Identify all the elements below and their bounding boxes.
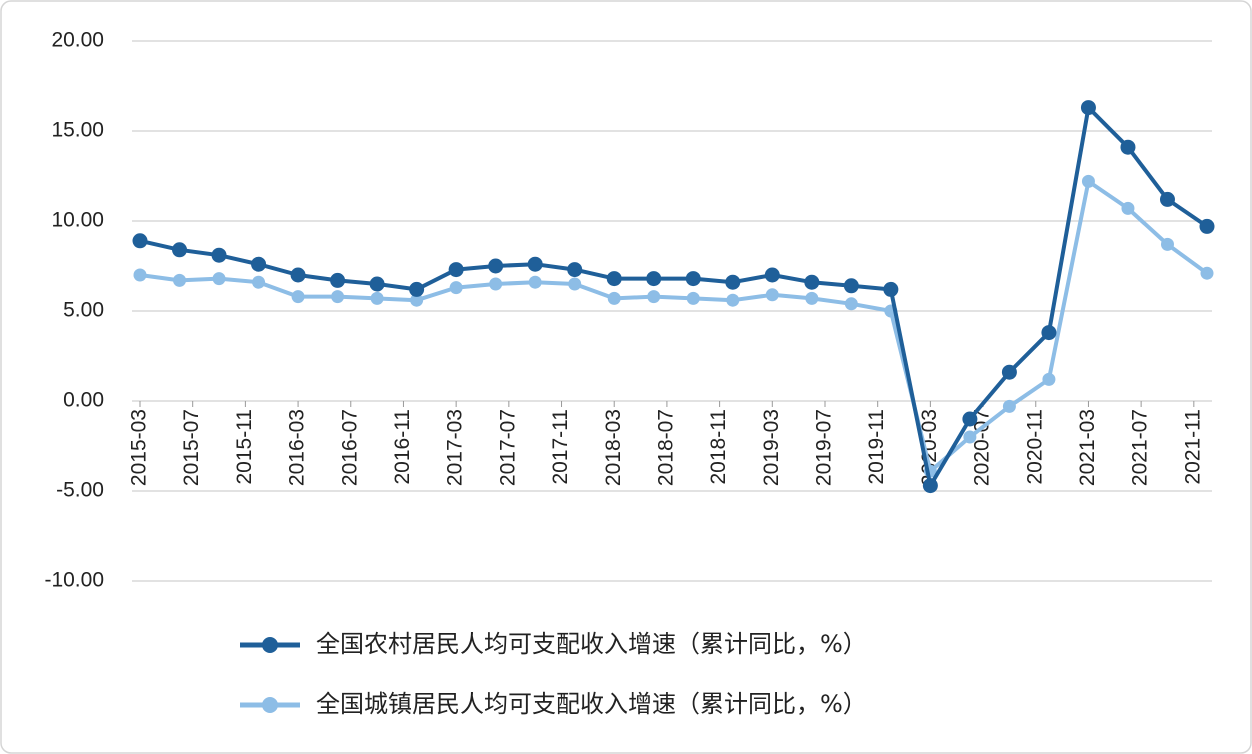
legend-marker bbox=[262, 637, 278, 653]
x-tick-label: 2017-07 bbox=[496, 409, 519, 486]
x-tick-label: 2019-03 bbox=[760, 409, 783, 486]
series-point bbox=[409, 281, 425, 297]
series-point bbox=[331, 290, 345, 304]
y-tick-label: 10.00 bbox=[51, 209, 104, 232]
series-point bbox=[805, 291, 819, 305]
x-tick-label: 2015-07 bbox=[180, 409, 203, 486]
series-point bbox=[726, 293, 740, 307]
series-point bbox=[489, 277, 503, 291]
series-point bbox=[685, 271, 701, 287]
series-point bbox=[488, 258, 504, 274]
series-point bbox=[1041, 325, 1057, 341]
series-point bbox=[647, 290, 661, 304]
series-point bbox=[1001, 364, 1017, 380]
y-tick-label: 0.00 bbox=[63, 389, 104, 412]
series-point bbox=[606, 271, 622, 287]
series-point bbox=[133, 268, 147, 282]
x-tick-label: 2016-11 bbox=[391, 409, 414, 485]
series-point bbox=[883, 281, 899, 297]
series-line bbox=[139, 105, 1209, 488]
series-point bbox=[922, 478, 938, 494]
series-point bbox=[410, 293, 424, 307]
x-tick-label: 2019-11 bbox=[865, 409, 888, 485]
x-tick-label: 2015-03 bbox=[128, 409, 151, 486]
series-point bbox=[330, 272, 346, 288]
series-point bbox=[607, 291, 621, 305]
series-point bbox=[1080, 100, 1096, 116]
series-line bbox=[139, 179, 1209, 474]
series-point bbox=[765, 288, 779, 302]
x-tick-label: 2016-07 bbox=[338, 409, 361, 486]
y-tick-label: -5.00 bbox=[56, 479, 104, 502]
legend-marker bbox=[262, 697, 278, 713]
series-point bbox=[173, 273, 187, 287]
series-point bbox=[211, 247, 227, 263]
series-point bbox=[1199, 218, 1215, 234]
y-tick-label: 20.00 bbox=[51, 29, 104, 52]
series-point bbox=[449, 281, 463, 295]
x-tick-label: 2018-03 bbox=[602, 409, 625, 486]
series-point bbox=[1081, 174, 1095, 188]
x-tick-label: 2020-07 bbox=[971, 409, 994, 486]
series-point bbox=[1120, 139, 1136, 155]
x-tick-label: 2018-07 bbox=[654, 409, 677, 486]
legend-label: 全国农村居民人均可支配收入增速（累计同比，%） bbox=[316, 630, 867, 658]
series-point bbox=[646, 271, 662, 287]
series-point bbox=[686, 291, 700, 305]
series-point bbox=[843, 278, 859, 294]
x-tick-label: 2017-03 bbox=[444, 409, 467, 486]
series-point bbox=[448, 262, 464, 278]
series-point bbox=[172, 242, 188, 258]
x-tick-label: 2019-07 bbox=[813, 409, 836, 486]
x-tick-label: 2021-11 bbox=[1181, 409, 1204, 485]
series-point bbox=[212, 272, 226, 286]
series-point bbox=[1159, 191, 1175, 207]
series-point bbox=[963, 430, 977, 444]
x-tick-label: 2021-07 bbox=[1129, 409, 1152, 486]
y-tick-label: 15.00 bbox=[51, 119, 104, 142]
series-point bbox=[252, 275, 266, 289]
y-tick-label: 5.00 bbox=[63, 299, 104, 322]
series-point bbox=[804, 274, 820, 290]
series-point bbox=[1160, 237, 1174, 251]
series-point bbox=[369, 276, 385, 292]
series-point bbox=[1042, 372, 1056, 386]
series-point bbox=[567, 262, 583, 278]
series-point bbox=[370, 291, 384, 305]
x-tick-label: 2016-03 bbox=[286, 409, 309, 486]
x-tick-label: 2017-11 bbox=[549, 409, 572, 485]
series-point bbox=[962, 411, 978, 427]
series-point bbox=[1121, 201, 1135, 215]
y-tick-label: -10.00 bbox=[44, 569, 104, 592]
x-tick-label: 2020-11 bbox=[1023, 409, 1046, 485]
legend-label: 全国城镇居民人均可支配收入增速（累计同比，%） bbox=[316, 690, 867, 718]
series-point bbox=[764, 267, 780, 283]
series-point bbox=[290, 267, 306, 283]
series-point bbox=[527, 256, 543, 272]
series-point bbox=[568, 277, 582, 291]
series-point bbox=[528, 275, 542, 289]
series-point bbox=[844, 297, 858, 311]
series-point bbox=[132, 233, 148, 249]
x-tick-label: 2015-11 bbox=[233, 409, 256, 485]
series-point bbox=[251, 256, 267, 272]
x-tick-label: 2018-11 bbox=[707, 409, 730, 485]
series-point bbox=[291, 290, 305, 304]
series-point bbox=[1200, 266, 1214, 280]
series-point bbox=[1002, 399, 1016, 413]
series-point bbox=[725, 274, 741, 290]
x-tick-label: 2021-03 bbox=[1076, 409, 1099, 486]
